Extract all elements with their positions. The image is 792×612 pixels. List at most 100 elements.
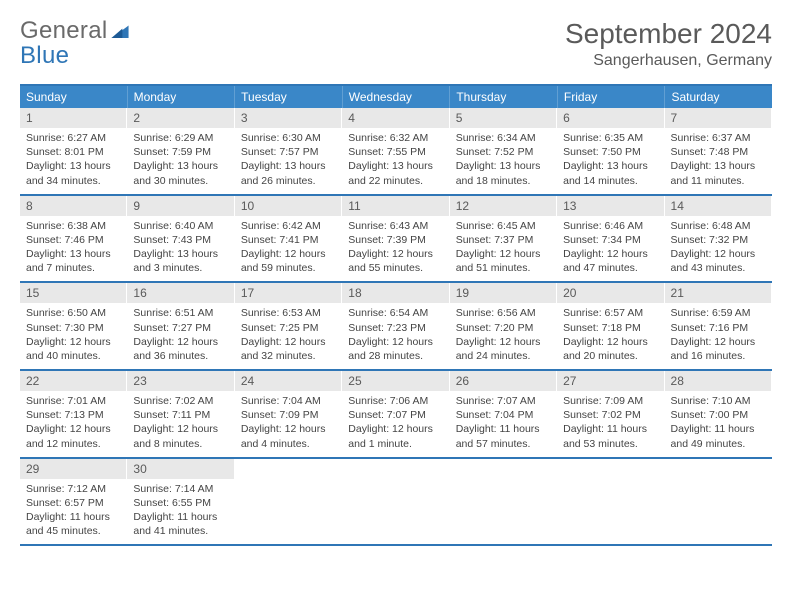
day-number: 24 bbox=[235, 371, 341, 391]
day-cell: 4Sunrise: 6:32 AMSunset: 7:55 PMDaylight… bbox=[342, 108, 449, 194]
day-line: and 1 minute. bbox=[348, 437, 442, 451]
day-line: Sunset: 7:07 PM bbox=[348, 408, 442, 422]
logo: GeneralBlue bbox=[20, 18, 130, 68]
day-line: Sunset: 7:46 PM bbox=[26, 233, 120, 247]
day-body: Sunrise: 6:42 AMSunset: 7:41 PMDaylight:… bbox=[235, 219, 341, 276]
day-line: Sunset: 6:55 PM bbox=[133, 496, 227, 510]
day-line: and 36 minutes. bbox=[133, 349, 227, 363]
day-cell: 28Sunrise: 7:10 AMSunset: 7:00 PMDayligh… bbox=[665, 371, 772, 457]
day-line: Sunrise: 6:29 AM bbox=[133, 131, 227, 145]
day-body: Sunrise: 6:40 AMSunset: 7:43 PMDaylight:… bbox=[127, 219, 233, 276]
day-number: 3 bbox=[235, 108, 341, 128]
day-cell bbox=[342, 459, 449, 545]
day-line: and 32 minutes. bbox=[241, 349, 335, 363]
day-cell: 14Sunrise: 6:48 AMSunset: 7:32 PMDayligh… bbox=[665, 196, 772, 282]
day-line: Sunset: 7:37 PM bbox=[456, 233, 550, 247]
day-number: 29 bbox=[20, 459, 126, 479]
day-line: and 47 minutes. bbox=[563, 261, 657, 275]
day-line: Sunrise: 6:32 AM bbox=[348, 131, 442, 145]
day-cell bbox=[235, 459, 342, 545]
day-line: Sunrise: 7:04 AM bbox=[241, 394, 335, 408]
day-cell: 20Sunrise: 6:57 AMSunset: 7:18 PMDayligh… bbox=[557, 283, 664, 369]
day-body: Sunrise: 7:10 AMSunset: 7:00 PMDaylight:… bbox=[665, 394, 771, 451]
day-cell: 19Sunrise: 6:56 AMSunset: 7:20 PMDayligh… bbox=[450, 283, 557, 369]
day-body: Sunrise: 6:29 AMSunset: 7:59 PMDaylight:… bbox=[127, 131, 233, 188]
day-body: Sunrise: 6:46 AMSunset: 7:34 PMDaylight:… bbox=[557, 219, 663, 276]
logo-text-2: Blue bbox=[20, 42, 69, 69]
day-line: Daylight: 11 hours bbox=[456, 422, 550, 436]
day-line: Daylight: 12 hours bbox=[241, 422, 335, 436]
day-number: 5 bbox=[450, 108, 556, 128]
day-line: Daylight: 11 hours bbox=[133, 510, 227, 524]
day-line: and 45 minutes. bbox=[26, 524, 120, 538]
day-line: Sunrise: 7:07 AM bbox=[456, 394, 550, 408]
day-number: 6 bbox=[557, 108, 663, 128]
day-body: Sunrise: 6:35 AMSunset: 7:50 PMDaylight:… bbox=[557, 131, 663, 188]
day-line: Sunset: 7:32 PM bbox=[671, 233, 765, 247]
day-cell: 21Sunrise: 6:59 AMSunset: 7:16 PMDayligh… bbox=[665, 283, 772, 369]
day-cell bbox=[557, 459, 664, 545]
day-line: and 51 minutes. bbox=[456, 261, 550, 275]
day-number: 1 bbox=[20, 108, 126, 128]
dow-friday: Friday bbox=[558, 86, 666, 108]
day-line: Sunset: 7:59 PM bbox=[133, 145, 227, 159]
day-cell bbox=[450, 459, 557, 545]
dow-tuesday: Tuesday bbox=[235, 86, 343, 108]
day-cell: 29Sunrise: 7:12 AMSunset: 6:57 PMDayligh… bbox=[20, 459, 127, 545]
day-cell bbox=[665, 459, 772, 545]
day-line: Sunset: 7:48 PM bbox=[671, 145, 765, 159]
day-cell: 23 Sunrise: 7:02 AMSunset: 7:11 PMDayligh… bbox=[127, 371, 234, 457]
day-line: Sunset: 7:16 PM bbox=[671, 321, 765, 335]
logo-text-1: General bbox=[20, 17, 107, 44]
day-number: 14 bbox=[665, 196, 771, 216]
title-block: September 2024 Sangerhausen, Germany bbox=[565, 18, 772, 70]
day-line: Daylight: 13 hours bbox=[348, 159, 442, 173]
day-cell: 1 Sunrise: 6:27 AMSunset: 8:01 PMDaylight… bbox=[20, 108, 127, 194]
day-line: and 40 minutes. bbox=[26, 349, 120, 363]
day-line: Daylight: 12 hours bbox=[456, 247, 550, 261]
day-line: Sunset: 7:04 PM bbox=[456, 408, 550, 422]
day-body: Sunrise: 7:02 AMSunset: 7:11 PMDaylight:… bbox=[127, 394, 233, 451]
day-line: Sunrise: 6:51 AM bbox=[133, 306, 227, 320]
day-line: Sunrise: 6:57 AM bbox=[563, 306, 657, 320]
day-number: 10 bbox=[235, 196, 341, 216]
day-body: Sunrise: 6:27 AMSunset: 8:01 PMDaylight:… bbox=[20, 131, 126, 188]
day-body: Sunrise: 6:59 AMSunset: 7:16 PMDaylight:… bbox=[665, 306, 771, 363]
day-body: Sunrise: 6:54 AMSunset: 7:23 PMDaylight:… bbox=[342, 306, 448, 363]
day-line: and 20 minutes. bbox=[563, 349, 657, 363]
day-cell: 3Sunrise: 6:30 AMSunset: 7:57 PMDaylight… bbox=[235, 108, 342, 194]
day-line: Daylight: 12 hours bbox=[671, 247, 765, 261]
week-row: 29Sunrise: 7:12 AMSunset: 6:57 PMDayligh… bbox=[20, 459, 772, 547]
day-line: Daylight: 13 hours bbox=[456, 159, 550, 173]
day-number: 26 bbox=[450, 371, 556, 391]
day-line: and 16 minutes. bbox=[671, 349, 765, 363]
day-number: 18 bbox=[342, 283, 448, 303]
week-row: 22Sunrise: 7:01 AMSunset: 7:13 PMDayligh… bbox=[20, 371, 772, 459]
day-cell: 18 Sunrise: 6:54 AMSunset: 7:23 PMDayligh… bbox=[342, 283, 449, 369]
day-line: and 49 minutes. bbox=[671, 437, 765, 451]
day-number: 4 bbox=[342, 108, 448, 128]
day-number-empty bbox=[450, 459, 556, 479]
day-line: Sunrise: 6:40 AM bbox=[133, 219, 227, 233]
day-line: Sunrise: 6:43 AM bbox=[348, 219, 442, 233]
day-cell: 11Sunrise: 6:43 AMSunset: 7:39 PMDayligh… bbox=[342, 196, 449, 282]
location: Sangerhausen, Germany bbox=[565, 52, 772, 70]
day-cell: 25Sunrise: 7:06 AMSunset: 7:07 PMDayligh… bbox=[342, 371, 449, 457]
day-line: Sunset: 7:50 PM bbox=[563, 145, 657, 159]
day-number: 11 bbox=[342, 196, 448, 216]
day-body: Sunrise: 6:57 AMSunset: 7:18 PMDaylight:… bbox=[557, 306, 663, 363]
day-line: Sunrise: 6:35 AM bbox=[563, 131, 657, 145]
day-body: Sunrise: 6:34 AMSunset: 7:52 PMDaylight:… bbox=[450, 131, 556, 188]
day-number-empty bbox=[665, 459, 771, 479]
day-line: Sunrise: 7:06 AM bbox=[348, 394, 442, 408]
day-line: Sunset: 7:11 PM bbox=[133, 408, 227, 422]
day-line: Daylight: 12 hours bbox=[241, 247, 335, 261]
day-line: Sunrise: 6:56 AM bbox=[456, 306, 550, 320]
logo-triangle-icon bbox=[110, 18, 130, 43]
day-line: and 11 minutes. bbox=[671, 174, 765, 188]
day-line: Daylight: 12 hours bbox=[26, 422, 120, 436]
day-number: 27 bbox=[557, 371, 663, 391]
day-number: 23 bbox=[127, 371, 233, 391]
day-line: Daylight: 12 hours bbox=[671, 335, 765, 349]
day-body: Sunrise: 6:45 AMSunset: 7:37 PMDaylight:… bbox=[450, 219, 556, 276]
